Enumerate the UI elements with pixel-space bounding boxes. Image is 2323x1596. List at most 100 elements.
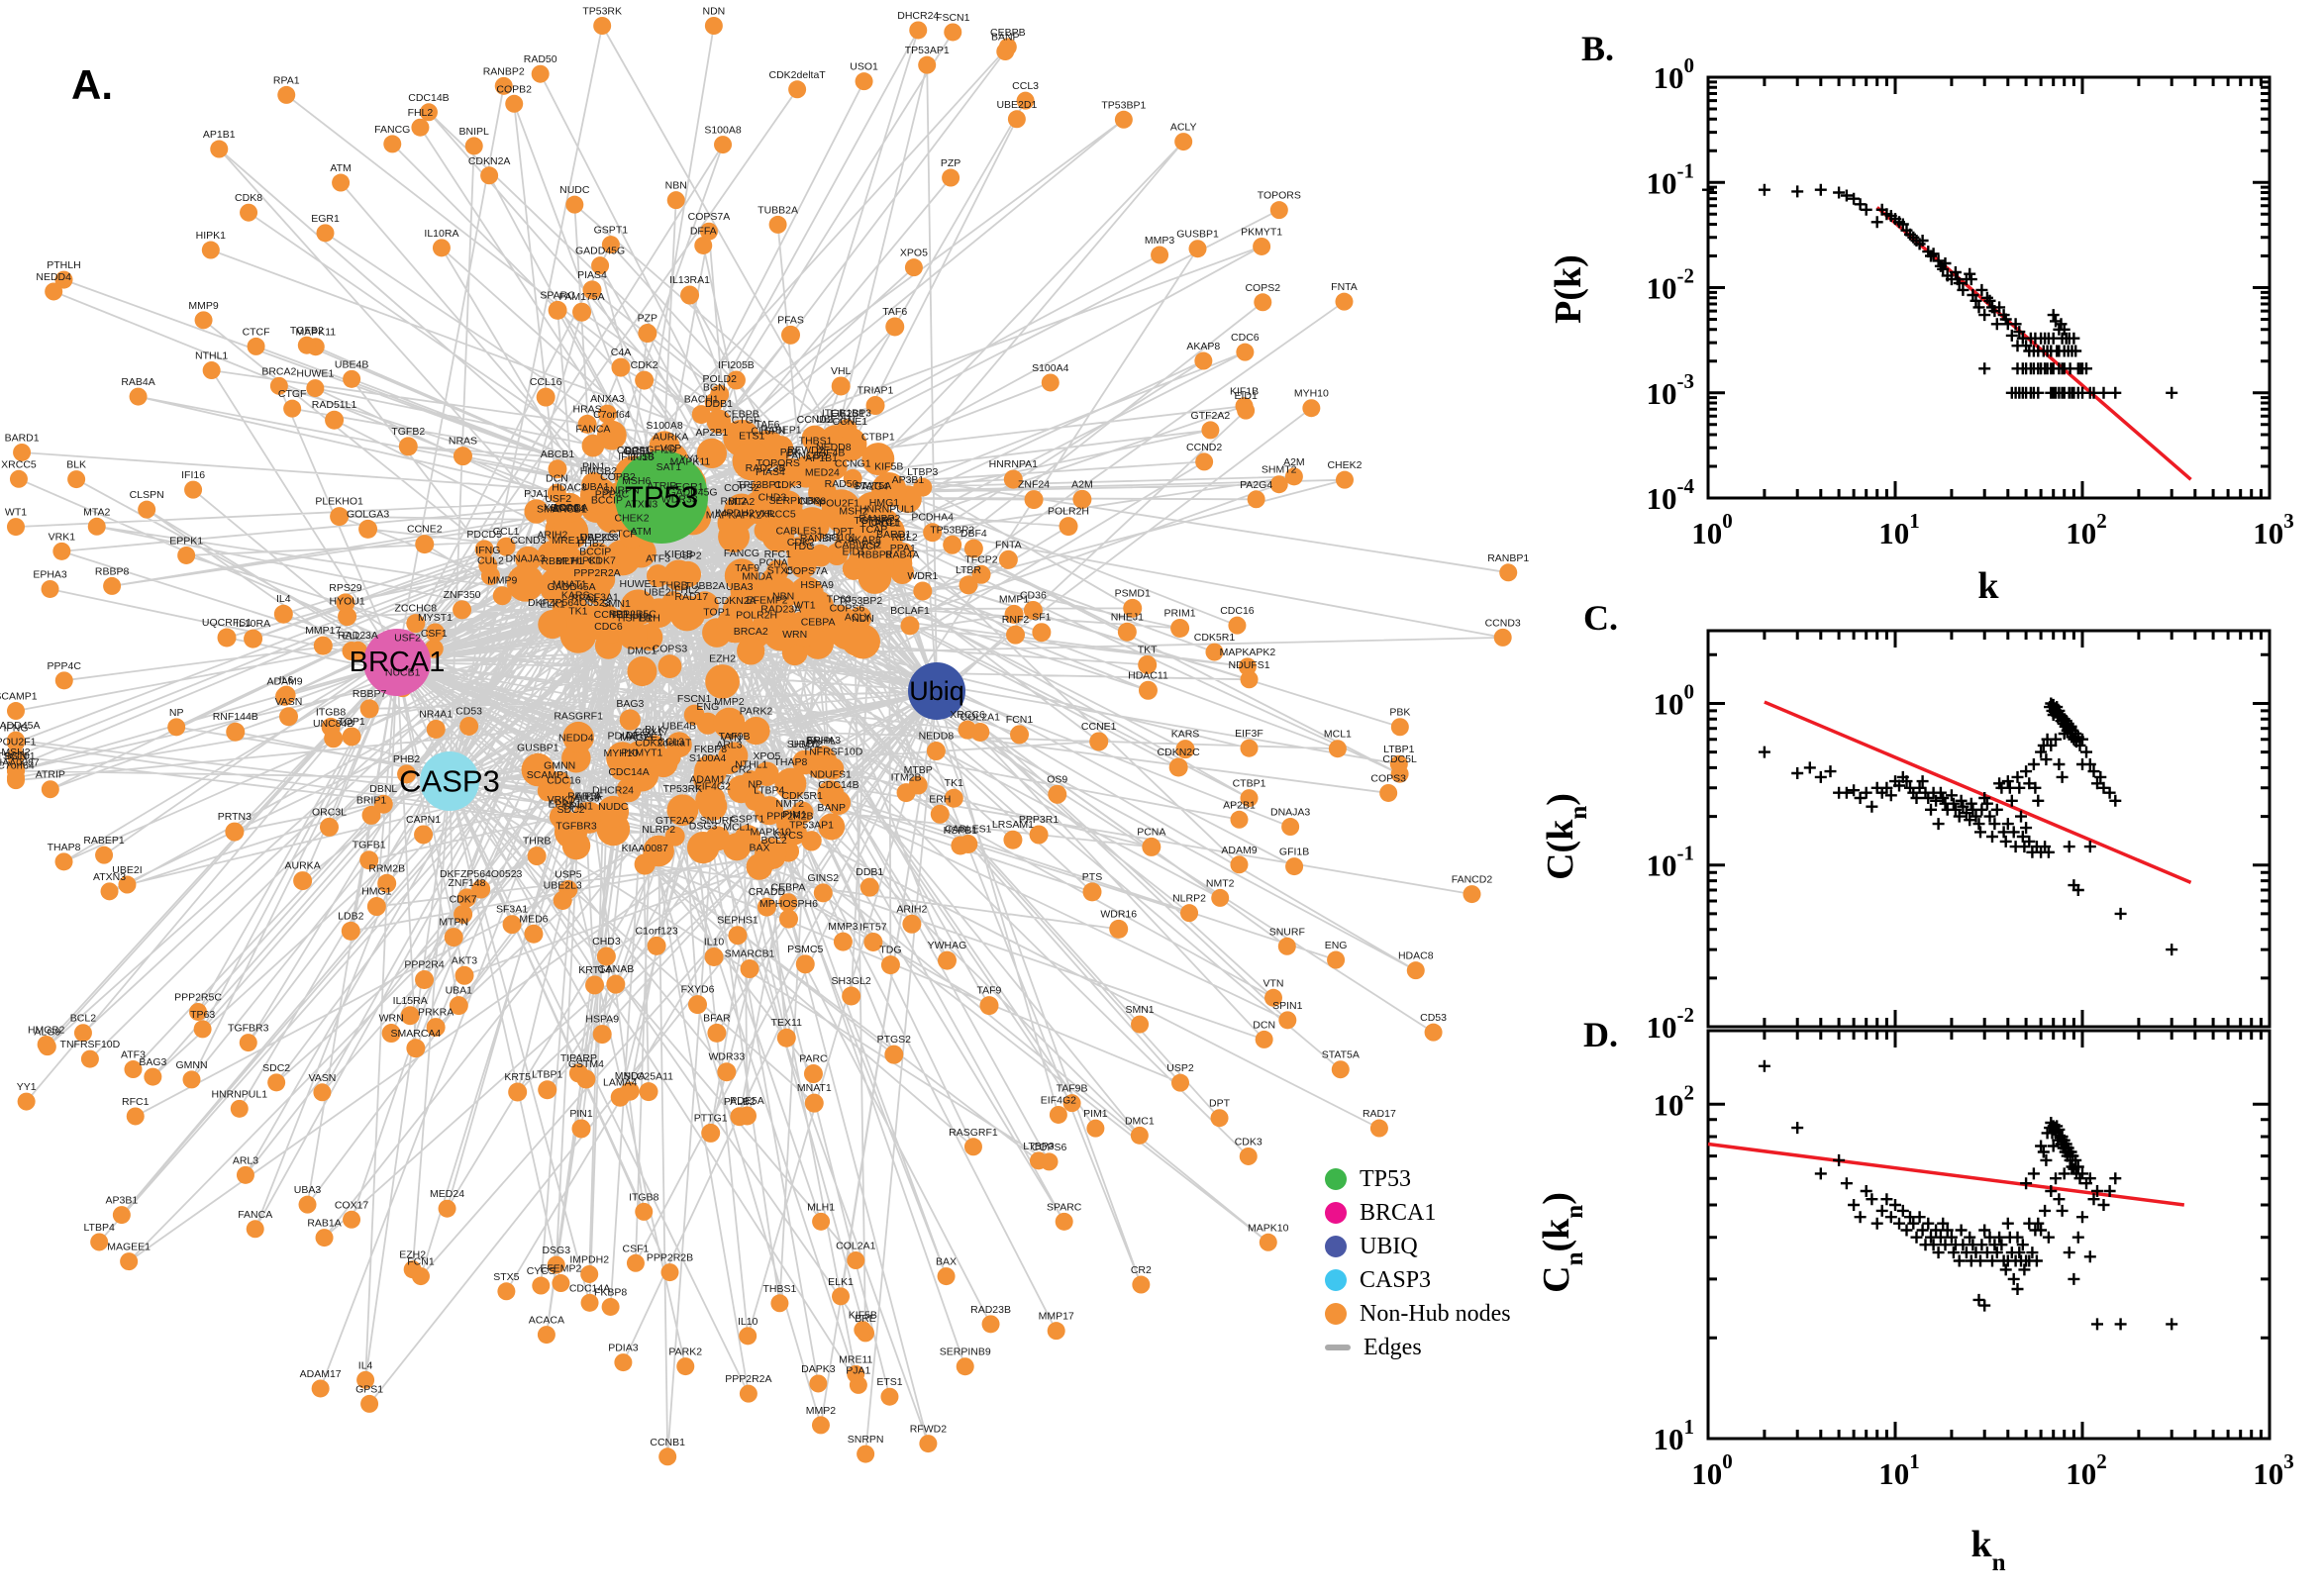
svg-text:NBN: NBN: [772, 590, 794, 602]
svg-text:FCN1: FCN1: [1006, 714, 1034, 726]
svg-text:UBE2I: UBE2I: [112, 864, 142, 876]
svg-text:SEPHS1: SEPHS1: [717, 915, 758, 927]
svg-text:WRN: WRN: [782, 629, 807, 641]
svg-text:PIM1: PIM1: [1083, 1108, 1108, 1120]
panel-a-label: A.: [71, 61, 113, 108]
svg-text:MNDA: MNDA: [615, 1070, 646, 1082]
svg-text:PA2G4: PA2G4: [1240, 479, 1272, 491]
legend-item-label: Edges: [1364, 1334, 1422, 1360]
svg-text:AP3B1: AP3B1: [106, 1195, 139, 1207]
svg-text:BAX: BAX: [749, 843, 769, 854]
panel-b-label: B.: [1581, 29, 1615, 68]
svg-text:MMP3: MMP3: [1145, 235, 1174, 247]
y-axis-label: P(k): [1548, 254, 1589, 324]
svg-text:DFFA: DFFA: [626, 730, 653, 742]
svg-text:CABLES2: CABLES2: [835, 539, 881, 550]
svg-text:VHL: VHL: [756, 508, 776, 520]
svg-text:KIF5B: KIF5B: [849, 1310, 877, 1322]
svg-text:EZH2: EZH2: [709, 653, 736, 665]
hub-node-tp53: [615, 450, 708, 544]
svg-text:HSPA9: HSPA9: [585, 1014, 619, 1026]
svg-text:LTBP3: LTBP3: [1023, 1141, 1054, 1152]
svg-text:ATRIP: ATRIP: [647, 480, 676, 492]
svg-text:ITGB8: ITGB8: [316, 706, 347, 718]
svg-text:CDC5L: CDC5L: [617, 445, 652, 456]
svg-text:SAT1: SAT1: [656, 461, 682, 473]
svg-text:PPP4C: PPP4C: [595, 489, 630, 501]
svg-text:TOPORS: TOPORS: [757, 457, 800, 469]
svg-text:TOP1: TOP1: [703, 607, 730, 619]
svg-text:RAD17: RAD17: [1363, 1108, 1396, 1120]
svg-text:EIF4G2: EIF4G2: [695, 780, 731, 792]
svg-text:SPARC: SPARC: [1047, 1201, 1082, 1213]
svg-text:MMP17: MMP17: [1039, 1311, 1074, 1323]
svg-text:PFAS: PFAS: [777, 314, 804, 326]
svg-text:UBA1: UBA1: [446, 985, 473, 997]
svg-text:BCL2: BCL2: [70, 1013, 96, 1025]
svg-text:KIF1B: KIF1B: [1230, 386, 1259, 398]
svg-text:CDC14A: CDC14A: [608, 766, 649, 778]
svg-text:ACACA: ACACA: [553, 502, 588, 514]
svg-text:MAGEE1: MAGEE1: [620, 732, 663, 744]
svg-text:C7orf64: C7orf64: [593, 409, 631, 421]
svg-text:COL2A1: COL2A1: [960, 711, 1000, 723]
svg-text:AURKA: AURKA: [285, 860, 321, 872]
svg-text:CHEK2: CHEK2: [615, 512, 650, 524]
svg-text:AP3B1: AP3B1: [892, 474, 925, 486]
non-hub-nodes: [7, 17, 1518, 1466]
x-tick-label: 100: [1691, 1449, 1733, 1491]
svg-text:TKT: TKT: [1138, 644, 1158, 655]
svg-text:CDK3: CDK3: [1235, 1136, 1262, 1147]
svg-text:GUSBP1: GUSBP1: [1176, 229, 1219, 241]
svg-text:PTTG1: PTTG1: [694, 1112, 728, 1124]
svg-text:RBL2: RBL2: [891, 532, 917, 544]
svg-text:CDC14B: CDC14B: [408, 92, 449, 104]
svg-text:MMP2: MMP2: [806, 1405, 836, 1417]
svg-text:CABLES1: CABLES1: [945, 823, 991, 835]
svg-text:BAG3: BAG3: [616, 698, 644, 710]
svg-text:CRADD: CRADD: [749, 886, 786, 898]
svg-text:GUSBP1: GUSBP1: [517, 742, 559, 753]
legend-item-label: BRCA1: [1360, 1199, 1437, 1226]
svg-text:UBE2I: UBE2I: [644, 587, 673, 599]
svg-text:EID1: EID1: [1234, 390, 1258, 402]
svg-text:BRCA2: BRCA2: [261, 365, 296, 377]
svg-text:LRSAM1: LRSAM1: [992, 819, 1034, 831]
svg-text:CDK7: CDK7: [588, 554, 616, 566]
svg-text:TUBB2A: TUBB2A: [684, 580, 725, 592]
svg-text:ERH: ERH: [639, 613, 660, 625]
svg-text:PTHLH: PTHLH: [47, 259, 80, 271]
svg-text:MCL1: MCL1: [723, 822, 751, 834]
svg-text:VRK1: VRK1: [49, 531, 76, 543]
svg-text:PTGS2: PTGS2: [877, 1034, 912, 1046]
svg-text:HSPA9: HSPA9: [800, 579, 834, 591]
svg-text:SMARCB1: SMARCB1: [537, 503, 587, 515]
svg-text:NDUFS1: NDUFS1: [1229, 659, 1270, 671]
svg-text:TP53BP1: TP53BP1: [1101, 99, 1146, 111]
svg-text:CCL3: CCL3: [1012, 80, 1039, 92]
svg-text:EGR1: EGR1: [311, 213, 340, 225]
svg-text:MMP9: MMP9: [188, 300, 218, 312]
svg-text:STX5: STX5: [493, 1271, 519, 1283]
svg-text:AP1B1: AP1B1: [805, 452, 838, 464]
svg-text:LTBP3: LTBP3: [907, 466, 938, 478]
svg-text:TDG: TDG: [879, 945, 901, 956]
svg-text:A2M: A2M: [1283, 456, 1305, 468]
svg-text:BAX: BAX: [936, 1256, 957, 1268]
svg-text:USP5: USP5: [555, 869, 582, 881]
svg-text:A2M: A2M: [1071, 478, 1093, 490]
svg-text:IFI16: IFI16: [630, 451, 654, 463]
svg-text:ATM: ATM: [630, 526, 651, 538]
svg-text:IL10: IL10: [738, 1316, 758, 1328]
svg-text:MSH2: MSH2: [839, 505, 867, 517]
svg-text:ELK1: ELK1: [828, 1276, 854, 1288]
svg-text:PSMD1: PSMD1: [1115, 587, 1151, 599]
svg-text:VCP: VCP: [660, 443, 682, 454]
svg-text:EGR1: EGR1: [675, 481, 704, 493]
svg-text:DAPK3: DAPK3: [801, 1363, 836, 1375]
svg-text:HSPB1: HSPB1: [944, 825, 978, 837]
svg-text:XPO5: XPO5: [900, 248, 928, 259]
legend-item-label: CASP3: [1360, 1266, 1432, 1293]
svg-text:CDK5R1: CDK5R1: [781, 790, 823, 802]
svg-text:FKBP8: FKBP8: [694, 744, 727, 755]
